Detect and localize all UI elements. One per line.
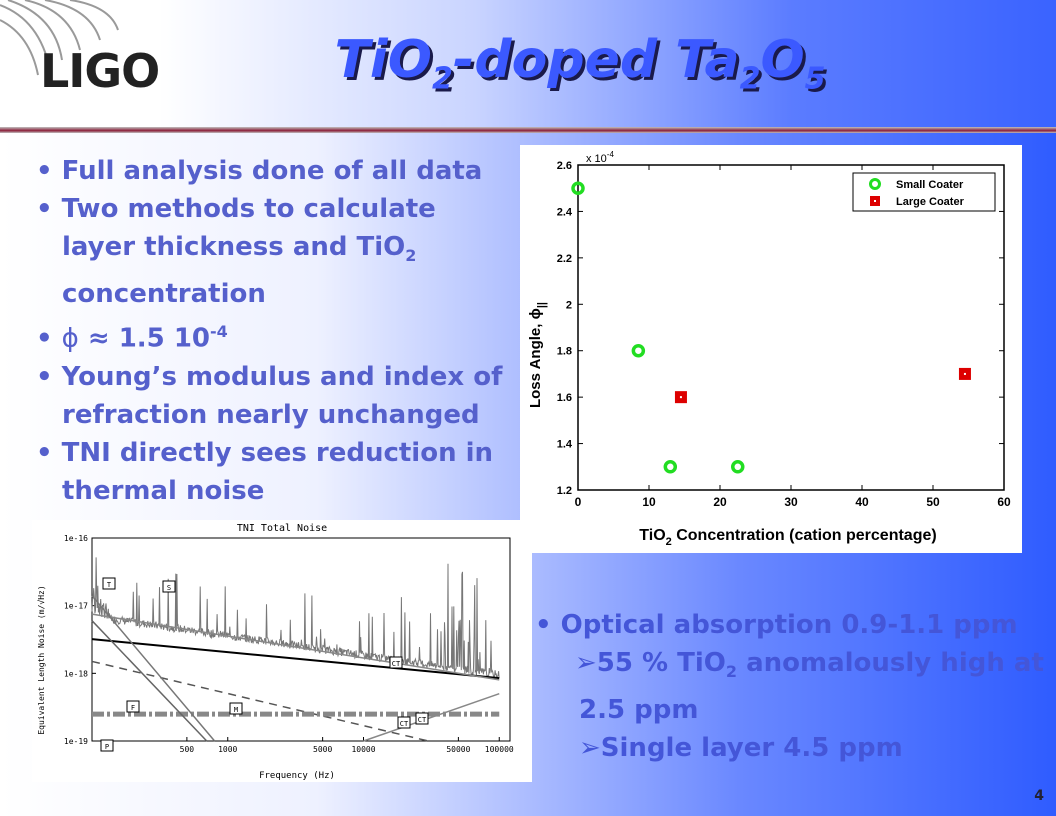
tni-marker-box (397, 716, 411, 729)
logo-area: LIGO (0, 0, 160, 128)
tni-x-tick-label: 5000 (313, 745, 332, 754)
tni-marker-box (389, 656, 403, 669)
bullet-5: • TNI directly sees reduction in (36, 437, 494, 468)
tni-model-line (91, 613, 500, 681)
optical-bullets: • Optical absorption 0.9-1.1 ppm ➢55 % T… (535, 606, 1055, 767)
legend-label-small: Small Coater (896, 179, 964, 191)
y-axis-label: Loss Angle, ϕ|| (527, 302, 548, 408)
tni-marker-box (100, 739, 114, 752)
plot-frame (577, 164, 1005, 491)
bullet-2-cont: layer thickness and TiO2 (62, 232, 417, 266)
bullet-1: • Full analysis done of all data (36, 156, 483, 186)
tni-model-line (91, 660, 429, 742)
ligo-logo: LIGO (40, 44, 160, 98)
small-coater-point (731, 460, 745, 474)
bullet-4: • Young’s modulus and index of (36, 361, 503, 392)
loss-angle-svg: 1.2 1.4 1.6 1.8 2 2.2 2.4 2.6 0 10 20 30 40 50 60 x 1… (527, 150, 1011, 548)
tni-noise-chart: TNI Total Noise 1e-16 1e-17 1e-18 1e-19 500… (32, 520, 532, 782)
logo-arcs-icon (0, 0, 119, 76)
bullet-list: • Full analysis done of all data • Two m… (36, 152, 516, 510)
tni-model-line (91, 595, 216, 742)
small-coater-point (663, 460, 678, 474)
x-tick-label: 10 (642, 495, 656, 509)
tni-y-tick-label: 1e-18 (64, 669, 88, 678)
y-multiplier: x 10-4 (586, 150, 614, 165)
tni-y-axis-label: Equivalent Length Noise (m/√Hz) (37, 585, 46, 734)
y-tick-label: 2.2 (557, 253, 572, 265)
y-tick-label: 2.6 (557, 160, 572, 172)
y-tick-label: 2.4 (557, 206, 573, 218)
x-tick-label: 40 (855, 495, 869, 509)
tni-title: TNI Total Noise (237, 523, 327, 534)
legend-marker-small (869, 178, 881, 190)
optical-bullet-1: • Optical absorption 0.9-1.1 ppm (535, 610, 1018, 640)
loss-angle-chart: 1.2 1.4 1.6 1.8 2 2.2 2.4 2.6 0 10 20 30 40 50 60 x 1… (520, 145, 1022, 553)
tni-x-axis-label: Frequency (Hz) (259, 771, 335, 781)
tni-marker-box (162, 580, 176, 593)
small-coater-point (631, 343, 646, 358)
tni-marker-label: S (167, 584, 171, 592)
x-tick-label: 0 (575, 495, 582, 509)
optical-bullet-2: ➢55 % TiO2 anomalously high at (575, 648, 1044, 682)
x-tick-label: 60 (997, 495, 1011, 509)
bullet-2: • Two methods to calculate (36, 194, 436, 224)
small-coater-point (571, 181, 585, 195)
bullet-3: • ϕ ≈ 1.5 10-4 (36, 322, 228, 354)
tni-model-line (91, 638, 500, 680)
legend-label-large: Large Coater (896, 196, 965, 208)
tni-x-tick-label: 1000 (218, 745, 237, 754)
y-tick-label: 1.8 (557, 346, 572, 358)
tni-marker-label: CT (400, 720, 409, 728)
slide-header (0, 0, 1056, 128)
tni-marker-label: M (234, 706, 238, 714)
tni-marker-box (229, 702, 243, 715)
tni-model-line (91, 620, 208, 742)
bullet-4-cont: refraction nearly unchanged (62, 399, 480, 430)
measured-noise-trace (91, 557, 500, 680)
y-tick-label: 1.6 (557, 392, 572, 404)
legend: Small Coater Large Coater (852, 172, 996, 212)
y-tick-label: 1.4 (557, 439, 573, 451)
tni-marker-box (126, 700, 140, 713)
slide-title: TiO2-doped Ta2O5 (334, 30, 826, 97)
page-number: 4 (1034, 788, 1044, 804)
tni-y-tick-label: 1e-19 (64, 737, 88, 746)
tni-y-tick-label: 1e-16 (64, 534, 88, 543)
tni-model-line (363, 692, 500, 742)
y-tick-label: 2 (566, 299, 572, 311)
large-coater-point-dot (963, 372, 966, 375)
tni-y-tick-label: 1e-17 (64, 602, 88, 611)
bullet-5-cont: thermal noise (62, 475, 265, 506)
tni-marker-label: CT (418, 716, 427, 724)
y-tick-label: 1.2 (557, 485, 572, 497)
x-tick-label: 50 (926, 495, 940, 509)
large-coater-point-dot (679, 396, 682, 399)
x-axis-label: TiO2 Concentration (cation percentage) (639, 527, 936, 548)
x-tick-label: 20 (713, 495, 727, 509)
optical-bullet-2-cont: 2.5 ppm (579, 695, 699, 726)
tni-marker-box (415, 712, 429, 725)
tni-noise-svg: TNI Total Noise 1e-16 1e-17 1e-18 1e-19 500… (37, 523, 514, 781)
tni-marker-label: F (131, 704, 135, 712)
tni-marker-label: P (105, 743, 109, 751)
tni-x-tick-label: 100000 (485, 745, 514, 754)
tni-x-tick-label: 10000 (351, 745, 375, 754)
optical-bullet-3: ➢Single layer 4.5 ppm (579, 733, 903, 764)
tni-x-tick-label: 500 (180, 745, 195, 754)
tni-marker-label: CT (392, 660, 401, 668)
x-tick-label: 30 (784, 495, 798, 509)
tni-x-tick-label: 50000 (446, 745, 470, 754)
header-divider (0, 127, 1056, 133)
tni-marker-box (102, 577, 116, 590)
tni-marker-label: T (107, 581, 112, 589)
bullet-2-cont2: concentration (62, 279, 266, 310)
